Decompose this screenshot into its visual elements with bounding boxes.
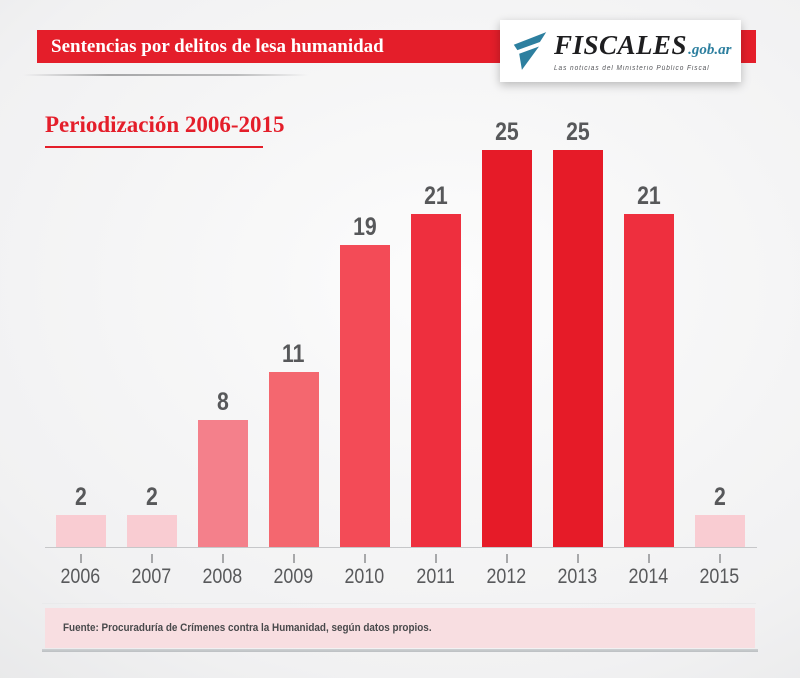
bar bbox=[410, 214, 461, 547]
x-axis-label: 2006 bbox=[60, 565, 101, 588]
x-axis-label: 2013 bbox=[557, 565, 598, 588]
x-tick bbox=[647, 554, 650, 563]
footer-top-divider bbox=[42, 603, 756, 604]
logo-domain: .gob.ar bbox=[688, 42, 732, 58]
bar bbox=[339, 245, 390, 547]
bar-slot: 25 bbox=[471, 100, 542, 547]
bar-value-label: 21 bbox=[423, 182, 448, 210]
bar bbox=[694, 515, 745, 547]
x-axis-label: 2015 bbox=[699, 565, 740, 588]
bar-slot: 19 bbox=[329, 100, 400, 547]
bar-value-label: 8 bbox=[216, 388, 229, 416]
chart-subtitle: Periodización 2006-2015 bbox=[45, 112, 285, 137]
x-axis-label: 2008 bbox=[202, 565, 243, 588]
x-tick bbox=[718, 554, 721, 563]
x-tick bbox=[363, 554, 366, 563]
x-axis-label: 2009 bbox=[273, 565, 314, 588]
bar bbox=[552, 150, 603, 547]
bar bbox=[268, 372, 319, 547]
x-tick bbox=[221, 554, 224, 563]
x-tick bbox=[576, 554, 579, 563]
logo-wordmark: FISCALES bbox=[554, 30, 688, 60]
logo-text: FISCALES .gob.ar Las noticias del Ministe… bbox=[554, 30, 731, 72]
x-tick bbox=[79, 554, 82, 563]
bar-slot: 8 bbox=[187, 100, 258, 547]
bar-value-label: 19 bbox=[352, 213, 377, 241]
x-axis-label: 2011 bbox=[416, 565, 455, 588]
bar-slot: 11 bbox=[258, 100, 329, 547]
bar bbox=[126, 515, 177, 547]
bar bbox=[481, 150, 532, 547]
x-tick bbox=[292, 554, 295, 563]
bar-slot: 2 bbox=[45, 100, 116, 547]
x-axis-label: 2014 bbox=[628, 565, 669, 588]
x-axis-line bbox=[45, 547, 757, 548]
bar-slot: 21 bbox=[613, 100, 684, 547]
footer-bottom-divider bbox=[42, 649, 758, 652]
x-axis-ticks bbox=[45, 554, 755, 563]
x-tick bbox=[505, 554, 508, 563]
bar-slot: 21 bbox=[400, 100, 471, 547]
x-tick bbox=[150, 554, 153, 563]
fiscales-logo: FISCALES .gob.ar Las noticias del Ministe… bbox=[500, 20, 741, 82]
subtitle-underline bbox=[45, 146, 263, 148]
bar-value-label: 25 bbox=[565, 118, 590, 146]
bar-chart: 2 2 8 11 19 21 25 25 21 2 bbox=[45, 100, 755, 547]
bar bbox=[623, 214, 674, 547]
logo-tagline: Las noticias del Ministerio Público Fisc… bbox=[554, 65, 710, 72]
bar-slot: 2 bbox=[684, 100, 755, 547]
bar-value-label: 11 bbox=[282, 340, 305, 368]
x-tick bbox=[434, 554, 437, 563]
x-axis-label: 2007 bbox=[131, 565, 172, 588]
bar-slot: 2 bbox=[116, 100, 187, 547]
bar-value-label: 2 bbox=[74, 483, 87, 511]
bar bbox=[55, 515, 106, 547]
bar-value-label: 2 bbox=[145, 483, 158, 511]
x-axis-labels: 2006 2007 2008 2009 2010 2011 2012 2013 2014 2015 bbox=[45, 565, 755, 588]
source-text: Fuente: Procuraduría de Crímenes contra … bbox=[63, 622, 432, 634]
bar-slot: 25 bbox=[542, 100, 613, 547]
bar-value-label: 2 bbox=[713, 483, 726, 511]
banner-divider bbox=[23, 74, 308, 76]
source-box: Fuente: Procuraduría de Crímenes contra … bbox=[45, 608, 755, 648]
x-axis-label: 2012 bbox=[486, 565, 527, 588]
page-title: Sentencias por delitos de lesa humanidad bbox=[51, 36, 384, 57]
bar bbox=[197, 420, 248, 547]
x-axis-label: 2010 bbox=[344, 565, 385, 588]
bar-value-label: 25 bbox=[494, 118, 519, 146]
fiscales-flag-icon bbox=[513, 32, 547, 70]
bar-value-label: 21 bbox=[636, 182, 661, 210]
